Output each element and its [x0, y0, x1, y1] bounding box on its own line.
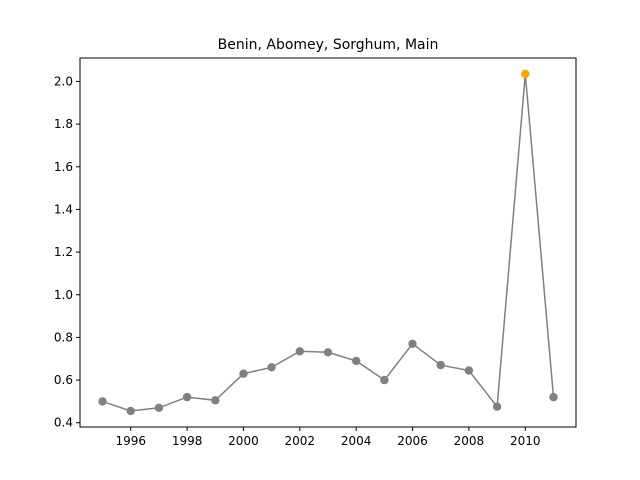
series-line	[102, 73, 555, 412]
x-tick-label: 2004	[341, 434, 372, 448]
y-tick-label: 1.8	[54, 117, 73, 131]
data-point	[352, 356, 361, 366]
data-point	[126, 406, 135, 416]
chart-title: Benin, Abomey, Sorghum, Main	[218, 37, 439, 53]
y-tick-label: 2.0	[54, 74, 73, 88]
data-point	[408, 339, 417, 348]
data-point	[267, 363, 276, 372]
y-tick-label: 1.4	[54, 202, 73, 216]
y-tick-label: 1.6	[54, 160, 73, 174]
data-point	[239, 369, 248, 378]
data-point	[380, 375, 389, 385]
data-point	[464, 366, 474, 375]
x-tick-label: 2008	[454, 434, 485, 448]
data-point	[492, 402, 502, 411]
plot-area	[79, 57, 577, 428]
y-tick-label: 0.8	[54, 330, 73, 344]
data-point	[98, 397, 107, 406]
y-tick-label: 0.4	[54, 416, 73, 430]
x-tick-label: 2002	[285, 434, 316, 448]
y-axis: 0.4 0.6 0.8 1.0 1.2 1.4 1.6 1.8 2.0	[54, 74, 80, 430]
highlighted-data-point	[521, 69, 530, 79]
data-points	[98, 69, 558, 416]
data-point	[436, 360, 445, 370]
x-tick-label: 2006	[397, 434, 428, 448]
x-tick-label: 1998	[172, 434, 203, 448]
x-tick-label: 2010	[510, 434, 541, 448]
data-point	[182, 392, 192, 402]
data-point	[295, 347, 304, 356]
y-tick-label: 0.6	[54, 373, 73, 387]
data-point	[211, 396, 220, 405]
y-tick-label: 1.2	[54, 245, 73, 259]
y-tick-label: 1.0	[54, 288, 73, 302]
data-point	[154, 403, 164, 412]
data-point	[323, 348, 333, 357]
x-tick-label: 1996	[115, 434, 146, 448]
data-point	[549, 392, 558, 402]
x-tick-label: 2000	[228, 434, 259, 448]
x-axis: 1996 1998 2000 2002 2004 2006 2008 2010	[115, 427, 541, 448]
